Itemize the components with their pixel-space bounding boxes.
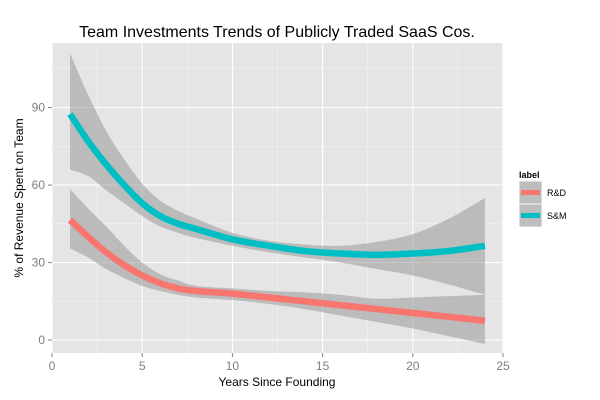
- x-tick-label: 25: [496, 359, 510, 373]
- chart-title: Team Investments Trends of Publicly Trad…: [79, 24, 475, 41]
- x-tick-label: 15: [316, 359, 330, 373]
- x-tick-label: 0: [49, 359, 56, 373]
- x-tick-label: 10: [226, 359, 240, 373]
- x-tick-label: 5: [139, 359, 146, 373]
- y-axis-label: % of Revenue Spent on Team: [12, 118, 26, 277]
- legend-title: label: [519, 170, 540, 180]
- y-tick-label: 60: [32, 178, 46, 192]
- y-tick-label: 0: [38, 333, 45, 347]
- y-tick-label: 30: [32, 256, 46, 270]
- legend-items: R&D S&M: [518, 180, 567, 228]
- y-axis-ticks: 0 30 60 90: [32, 101, 52, 347]
- x-axis-label: Years Since Founding: [219, 375, 336, 389]
- line-r-d: [67, 217, 486, 324]
- series-lines: [67, 112, 486, 324]
- line-s-m: [67, 112, 486, 259]
- x-tick-label: 20: [406, 359, 420, 373]
- band-r-d: [70, 188, 485, 344]
- y-tick-label: 90: [32, 101, 46, 115]
- legend-label-r-d: R&D: [547, 188, 567, 198]
- legend-label-s-m: S&M: [547, 211, 567, 221]
- legend: label R&D S&M: [518, 170, 567, 228]
- x-axis-ticks: 0 5 10 15 20 25: [49, 353, 510, 373]
